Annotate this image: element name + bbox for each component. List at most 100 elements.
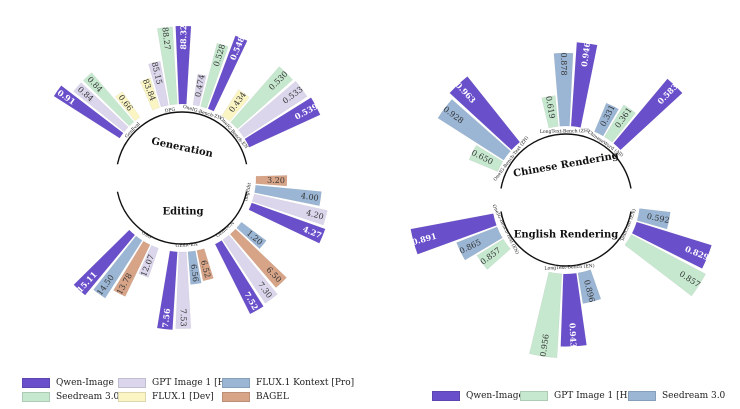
legend-label: Seedream 3.0 <box>662 391 726 401</box>
ring-arc <box>500 211 632 267</box>
benchmark-label: GenEval <box>124 121 142 140</box>
bar-longtext-bench-en-qwen-image <box>560 272 587 347</box>
value-label: 88.27 <box>160 27 172 51</box>
left-chart-center <box>181 177 183 179</box>
bar-gedit-en-gpt-image-1-high <box>175 251 192 329</box>
value-label: 7.53 <box>179 309 188 327</box>
bar-longtext-bench-en-gpt-image-1-high <box>529 271 563 359</box>
legend-label: FLUX.1 [Dev] <box>152 392 214 402</box>
group-title: Chinese Rendering <box>512 150 619 179</box>
bar-geneval-flux-1-dev <box>115 91 141 122</box>
value-label: 7.56 <box>160 307 172 328</box>
bar-gedit-en-bagel <box>196 248 214 282</box>
bar-longtext-bench-zh-seedream-3-0 <box>553 52 574 127</box>
legend-swatch <box>118 392 146 402</box>
bar-gedit-cn-gpt-image-1-high <box>222 234 278 304</box>
legend-item-seedream: Seedream 3.0 <box>628 391 725 401</box>
bar-oneig-bench-en-gpt-image-1-high <box>238 80 308 138</box>
bar-gso-gpt-image-1-high <box>138 245 159 278</box>
bar-textcraft-en-seedream-3-0 <box>636 208 671 230</box>
legend-label: Qwen-Image <box>466 391 524 401</box>
benchmark-label: LongText-Bench (EN) <box>544 262 595 272</box>
bar-gedit-en-flux-1-kontext-pro <box>187 250 202 285</box>
value-label: 0.956 <box>539 333 551 357</box>
bar-gedit-cn-flux-1-kontext-pro <box>236 221 267 250</box>
legend-swatch <box>432 391 460 401</box>
legend-swatch <box>22 392 50 402</box>
bar-chineseword-all-qwen-image <box>613 78 683 151</box>
bar-oneig-bench-text-zh-qwen-image <box>449 76 521 151</box>
bar-geneval-qwen-image <box>53 85 124 139</box>
bar-imgedit-flux-1-kontext-pro <box>254 184 322 206</box>
right-chart-center <box>565 199 567 201</box>
bar-gso-qwen-image <box>73 229 136 296</box>
legend-item-bagel: BAGEL <box>222 392 289 402</box>
bar-imgedit-bagel <box>255 175 288 187</box>
bar-dpg-seedream-3-0 <box>156 26 178 106</box>
ring-arc <box>500 133 632 189</box>
benchmark-label: LongText-Bench (ZH) <box>540 127 590 135</box>
benchmark-label: GSO <box>140 230 152 241</box>
value-label: 88.32 <box>178 24 188 49</box>
bar-textcraft-en-gpt-image-1-high <box>624 234 706 297</box>
bar-oneig-bench-zh-seedream-3-0 <box>200 42 229 109</box>
bar-chineseword-all-seedream-3-0 <box>594 102 619 137</box>
legend-swatch <box>222 392 250 402</box>
legend-swatch <box>22 378 50 388</box>
ring-arc <box>116 191 248 245</box>
bar-dpg-gpt-image-1-high <box>148 60 169 108</box>
bar-longtext-bench-zh-gpt-image-1-high <box>541 95 559 129</box>
bar-chineseword-all-gpt-image-1-high <box>604 104 636 143</box>
bar-oneig-bench-zh-qwen-image <box>207 35 248 112</box>
legend-label: GPT Image 1 [High] <box>152 378 244 388</box>
legend-label: Qwen-Image <box>56 378 114 388</box>
legend-item-flux-kontext: FLUX.1 Kontext [Pro] <box>222 378 354 388</box>
bar-oneig-bench-zh-gpt-image-1-high <box>192 73 207 107</box>
bar-textcraft-en-qwen-image <box>631 221 712 269</box>
value-label: 0.946 <box>579 41 592 68</box>
legend-item-qwen-image: Qwen-Image <box>22 378 114 388</box>
benchmark-label: ImgEdit <box>243 182 253 202</box>
legend-label: GPT Image 1 [High] <box>554 391 646 401</box>
bar-longtext-bench-en-seedream-3-0 <box>577 269 602 304</box>
group-title: Editing <box>162 207 203 218</box>
value-label: 0.943 <box>567 323 578 349</box>
bar-oneig-bench-en-seedream-3-0 <box>230 66 294 130</box>
legend-label: FLUX.1 Kontext [Pro] <box>256 378 355 388</box>
bar-oneig-bench-text-en-seedream-3-0 <box>456 226 503 261</box>
bar-gedit-en-qwen-image <box>156 250 178 330</box>
bar-gso-flux-1-kontext-pro <box>93 235 143 299</box>
legend-item-gpt-image-1: GPT Image 1 [High] <box>118 378 243 388</box>
legend-swatch <box>628 391 656 401</box>
bar-oneig-bench-text-zh-gpt-image-1-high <box>468 144 504 172</box>
value-label: 0.474 <box>193 74 206 98</box>
bar-oneig-bench-text-en-gpt-image-1-high <box>476 238 511 270</box>
bar-oneig-bench-text-en-qwen-image <box>410 213 497 255</box>
value-label: 0.592 <box>646 212 670 225</box>
legend-item-gpt-image-1: GPT Image 1 [High] <box>520 391 645 401</box>
value-label: 0.878 <box>559 53 568 76</box>
bar-longtext-bench-zh-qwen-image <box>570 42 598 128</box>
value-label: 6.52 <box>199 259 212 278</box>
bar-oneig-bench-en-qwen-image <box>244 97 321 148</box>
value-label: 0.619 <box>544 95 557 119</box>
benchmark-label: GEdit-EN <box>175 242 198 250</box>
bar-oneig-bench-en-flux-1-dev <box>221 89 250 122</box>
bar-imgedit-gpt-image-1-high <box>251 193 328 226</box>
bar-gso-bagel <box>113 240 151 297</box>
bar-oneig-bench-text-zh-seedream-3-0 <box>437 99 511 161</box>
bar-geneval-seedream-3-0 <box>82 72 135 127</box>
bar-geneval-gpt-image-1-high <box>73 82 129 133</box>
value-label: 4.00 <box>300 191 319 203</box>
legend-item-flux-dev: FLUX.1 [Dev] <box>118 392 214 402</box>
legend-item-qwen-image: Qwen-Image <box>432 391 524 401</box>
legend-label: BAGEL <box>256 392 289 402</box>
legend-swatch <box>222 378 250 388</box>
group-title: Generation <box>150 136 214 160</box>
bar-gedit-cn-qwen-image <box>214 240 264 315</box>
ring-arc <box>116 111 248 165</box>
legend-swatch <box>118 378 146 388</box>
bar-dpg-qwen-image <box>175 25 192 105</box>
bar-dpg-flux-1-dev <box>139 77 160 111</box>
